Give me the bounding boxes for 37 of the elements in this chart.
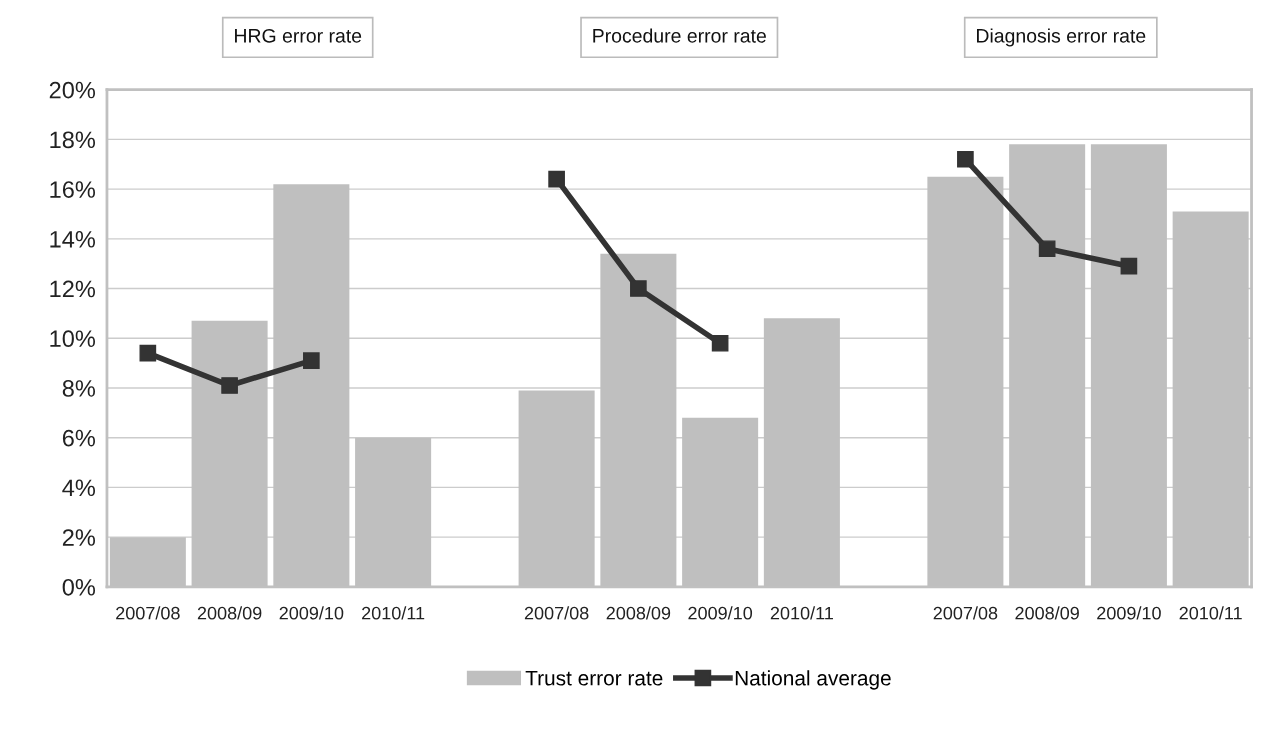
text: Procedure error rate	[593, 28, 766, 43]
x-tick-label: 2008/09	[1015, 606, 1079, 620]
y-tick-label: 8%	[62, 380, 96, 397]
y-tick-label: 4%	[62, 479, 96, 497]
x-tick-label: 2009/10	[279, 606, 344, 620]
x-tick-label: 2007/08	[933, 606, 998, 620]
y-tick-label: 10%	[50, 330, 96, 348]
point	[957, 150, 974, 168]
point	[303, 352, 320, 369]
x-tick-label: 2008/09	[197, 606, 262, 620]
point	[548, 170, 565, 188]
point	[1120, 257, 1138, 275]
y-tick-label: 18%	[50, 131, 96, 149]
x-tick-label: 2007/08	[524, 606, 589, 620]
y-tick-label: 2%	[62, 529, 96, 546]
x-tick-label: 2008/09	[606, 606, 671, 620]
point	[221, 377, 238, 394]
x-tick-label: 2010/11	[1179, 606, 1242, 620]
y-tick-label: 14%	[50, 230, 96, 248]
text: Diagnosis error rate	[977, 28, 1146, 47]
y-tick-label: 0%	[62, 578, 96, 596]
y-tick-label: 20%	[49, 81, 96, 99]
text: HRG error rate	[235, 28, 362, 43]
y-tick-label: 6%	[62, 429, 96, 447]
x-tick-label: 2010/11	[362, 606, 425, 620]
y-tick-label: 16%	[50, 181, 96, 198]
x-tick-label: 2010/11	[770, 606, 833, 620]
legend-label: National average	[735, 670, 891, 690]
x-tick-label: 2007/08	[116, 606, 180, 620]
point	[711, 334, 729, 352]
point	[139, 344, 157, 362]
y-tick-label: 12%	[50, 280, 96, 298]
legend-label: Trust error rate	[525, 670, 663, 686]
point	[630, 280, 647, 297]
x-tick-label: 2009/10	[688, 606, 753, 620]
x-tick-label: 2009/10	[1097, 606, 1161, 620]
point	[1038, 240, 1056, 258]
